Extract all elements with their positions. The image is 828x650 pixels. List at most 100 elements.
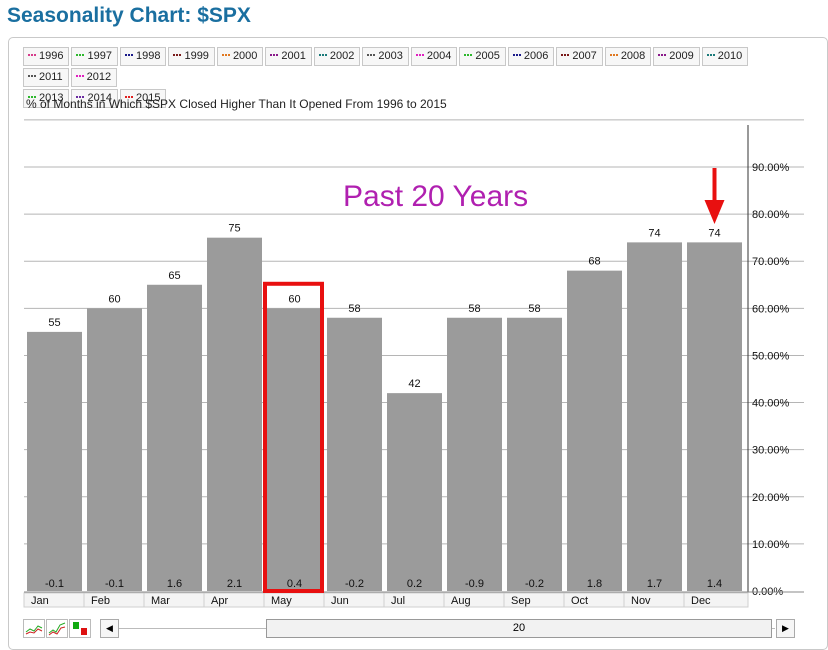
legend-swatch <box>318 54 327 57</box>
line-chart-icon[interactable] <box>23 619 45 638</box>
bar-aug <box>447 317 502 591</box>
x-tick-label: Mar <box>151 595 170 607</box>
arrow-head-icon <box>704 200 725 224</box>
legend-swatch <box>28 75 36 78</box>
legend-swatch <box>124 54 133 57</box>
multi-line-chart-icon[interactable] <box>46 619 68 638</box>
legend-item-2001[interactable]: 2001 <box>265 47 312 66</box>
legend-item-2014[interactable]: 2014 <box>71 89 118 108</box>
annotation-text: Past 20 Years <box>343 180 528 213</box>
x-tick-label: Jan <box>31 595 49 607</box>
legend-label: 2008 <box>620 50 646 62</box>
legend-item-2004[interactable]: 2004 <box>410 47 458 66</box>
legend-swatch <box>76 54 85 57</box>
x-tick-label: May <box>271 595 292 607</box>
legend-item-1997[interactable]: 1997 <box>71 47 118 66</box>
legend-swatch <box>367 54 376 57</box>
legend-label: 2011 <box>39 71 63 83</box>
bar-secondary-label: -0.9 <box>465 578 484 590</box>
legend-swatch <box>75 75 84 78</box>
bar-jul <box>387 393 442 591</box>
legend-swatch <box>173 54 182 57</box>
bar-mar <box>147 284 202 591</box>
legend-swatch <box>415 54 424 57</box>
page-title: Seasonality Chart: $SPX <box>7 4 251 27</box>
legend-item-2015[interactable]: 2015 <box>119 89 167 108</box>
legend-label: 2007 <box>572 50 597 62</box>
y-tick-label: 60.00% <box>752 303 790 315</box>
legend-item-2005[interactable]: 2005 <box>459 47 506 66</box>
legend-label: 2014 <box>87 92 112 104</box>
legend-label: 1997 <box>87 50 112 62</box>
legend-item-2008[interactable]: 2008 <box>604 47 652 66</box>
scroll-right-button[interactable]: ▶ <box>776 619 795 638</box>
bar-secondary-label: 2.1 <box>227 578 242 590</box>
x-tick-label: Nov <box>631 595 651 607</box>
legend: 1996 1997 1998 1999 2000 2001 2002 2003 2004 2005… <box>23 47 783 110</box>
bar-secondary-label: 1.7 <box>647 578 662 590</box>
legend-item-2002[interactable]: 2002 <box>313 47 361 66</box>
y-tick-label: 90.00% <box>752 162 790 174</box>
legend-swatch <box>512 54 521 57</box>
y-tick-label: 30.00% <box>752 445 790 457</box>
x-tick-label: Oct <box>571 595 588 607</box>
legend-item-1998[interactable]: 1998 <box>119 47 167 66</box>
legend-item-2012[interactable]: 2012 <box>70 68 118 87</box>
legend-label: 2004 <box>426 50 452 62</box>
bar-value-label: 58 <box>528 303 540 315</box>
bar-secondary-label: -0.2 <box>525 578 544 590</box>
legend-swatch <box>270 54 279 57</box>
x-tick-label: Dec <box>691 595 711 607</box>
legend-label: 2003 <box>378 50 403 62</box>
bar-value-label: 58 <box>468 303 480 315</box>
bar-feb <box>87 308 142 591</box>
bar-nov <box>627 242 682 591</box>
legend-item-2013[interactable]: 2013 <box>23 89 70 108</box>
legend-label: 2001 <box>281 50 306 62</box>
legend-item-2003[interactable]: 2003 <box>362 47 409 66</box>
bar-secondary-label: -0.1 <box>105 578 124 590</box>
legend-item-2006[interactable]: 2006 <box>507 47 555 66</box>
bar-value-label: 60 <box>108 293 120 305</box>
legend-swatch <box>76 96 85 99</box>
legend-swatch <box>658 54 667 57</box>
legend-swatch <box>221 54 230 57</box>
bar-jun <box>327 317 382 591</box>
scroll-left-button[interactable]: ◀ <box>100 619 119 638</box>
legend-label: 2013 <box>39 92 64 104</box>
y-tick-label: 70.00% <box>752 256 790 268</box>
bar-secondary-label: 0.4 <box>287 578 302 590</box>
legend-label: 2015 <box>135 92 161 104</box>
legend-item-2000[interactable]: 2000 <box>216 47 264 66</box>
x-tick-label: Jun <box>331 595 349 607</box>
range-slider-thumb[interactable]: 20 <box>266 619 772 638</box>
x-tick-label: Sep <box>511 595 531 607</box>
bar-value-label: 75 <box>228 223 240 235</box>
y-tick-label: 40.00% <box>752 398 790 410</box>
bar-secondary-label: 1.4 <box>707 578 722 590</box>
y-tick-label: 80.00% <box>752 209 790 221</box>
bar-value-label: 68 <box>588 256 600 268</box>
legend-label: 1996 <box>39 50 64 62</box>
legend-item-2009[interactable]: 2009 <box>653 47 700 66</box>
legend-item-1996[interactable]: 1996 <box>23 47 70 66</box>
x-tick-label: Aug <box>451 595 471 607</box>
legend-item-2011[interactable]: 2011 <box>23 68 69 87</box>
bar-value-label: 74 <box>648 227 660 239</box>
bar-chart-icon[interactable] <box>69 619 91 638</box>
legend-label: 2005 <box>475 50 500 62</box>
bar-secondary-label: -0.1 <box>45 578 64 590</box>
x-tick-label: Apr <box>211 595 228 607</box>
y-tick-label: 10.00% <box>752 539 790 551</box>
legend-swatch <box>28 96 36 99</box>
bar-value-label: 55 <box>48 317 60 329</box>
bar-value-label: 60 <box>288 293 300 305</box>
legend-label: 2006 <box>523 50 549 62</box>
legend-item-1999[interactable]: 1999 <box>168 47 215 66</box>
bar-value-label: 42 <box>408 378 420 390</box>
legend-item-2010[interactable]: 2010 <box>701 47 749 66</box>
legend-item-2007[interactable]: 2007 <box>556 47 603 66</box>
legend-swatch <box>28 54 36 57</box>
bar-secondary-label: 1.8 <box>587 578 602 590</box>
